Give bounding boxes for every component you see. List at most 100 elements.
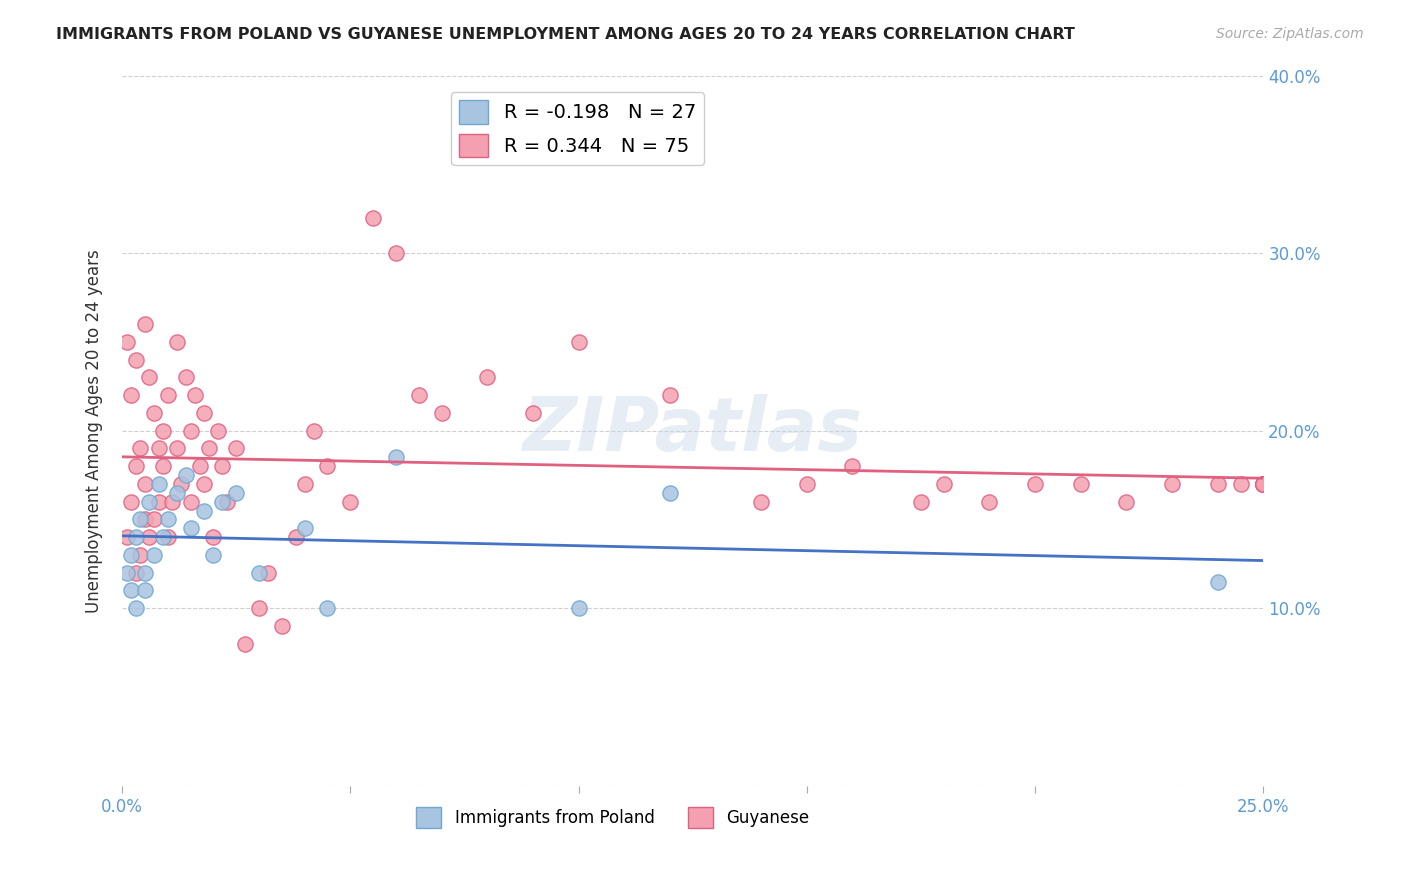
Point [156,512,179,526]
Point [211,459,233,474]
Point [193,406,215,420]
Point [225,485,247,500]
Point [125,601,148,615]
Point [316,459,339,474]
Point [125,352,148,367]
Point [138,530,160,544]
Point [215,494,238,508]
Point [247,601,270,615]
Point [180,494,202,508]
Point [567,601,589,615]
Point [120,388,142,402]
Point [1253,477,1275,491]
Point [211,494,233,508]
Point [522,406,544,420]
Point [1253,477,1275,491]
Point [270,619,292,633]
Point [1161,477,1184,491]
Point [1253,477,1275,491]
Point [148,494,170,508]
Point [1206,477,1229,491]
Point [148,477,170,491]
Point [316,601,339,615]
Point [979,494,1001,508]
Point [1024,477,1046,491]
Point [134,317,156,331]
Point [138,494,160,508]
Point [1253,477,1275,491]
Point [152,530,174,544]
Point [129,548,152,562]
Point [233,637,256,651]
Point [658,388,681,402]
Point [152,459,174,474]
Point [1229,477,1251,491]
Text: Source: ZipAtlas.com: Source: ZipAtlas.com [1216,27,1364,41]
Point [134,512,156,526]
Point [193,503,215,517]
Point [1070,477,1092,491]
Point [120,494,142,508]
Point [339,494,361,508]
Point [385,450,408,465]
Point [184,388,207,402]
Point [658,485,681,500]
Point [408,388,430,402]
Point [188,459,211,474]
Point [138,370,160,384]
Point [1253,477,1275,491]
Point [385,246,408,260]
Point [1253,477,1275,491]
Point [1206,574,1229,589]
Point [120,583,142,598]
Point [257,566,280,580]
Point [202,530,225,544]
Point [180,424,202,438]
Point [115,530,138,544]
Legend: Immigrants from Poland, Guyanese: Immigrants from Poland, Guyanese [409,801,815,834]
Point [156,388,179,402]
Point [152,424,174,438]
Point [134,477,156,491]
Point [148,442,170,456]
Point [247,566,270,580]
Point [125,530,148,544]
Point [225,442,247,456]
Point [170,477,193,491]
Point [129,442,152,456]
Point [284,530,307,544]
Point [932,477,955,491]
Point [125,459,148,474]
Point [125,566,148,580]
Point [841,459,863,474]
Point [477,370,499,384]
Text: IMMIGRANTS FROM POLAND VS GUYANESE UNEMPLOYMENT AMONG AGES 20 TO 24 YEARS CORREL: IMMIGRANTS FROM POLAND VS GUYANESE UNEMP… [56,27,1076,42]
Point [115,334,138,349]
Point [567,334,589,349]
Point [193,477,215,491]
Point [143,406,166,420]
Point [361,211,384,225]
Point [174,370,197,384]
Point [1115,494,1137,508]
Point [166,442,188,456]
Point [166,334,188,349]
Point [910,494,932,508]
Point [749,494,772,508]
Point [202,548,225,562]
Point [180,521,202,535]
Point [166,485,188,500]
Text: ZIPatlas: ZIPatlas [523,394,863,467]
Point [134,583,156,598]
Point [143,512,166,526]
Point [430,406,453,420]
Point [162,494,184,508]
Point [197,442,219,456]
Point [120,548,142,562]
Point [174,468,197,483]
Point [1253,477,1275,491]
Point [294,477,316,491]
Point [302,424,325,438]
Point [129,512,152,526]
Point [143,548,166,562]
